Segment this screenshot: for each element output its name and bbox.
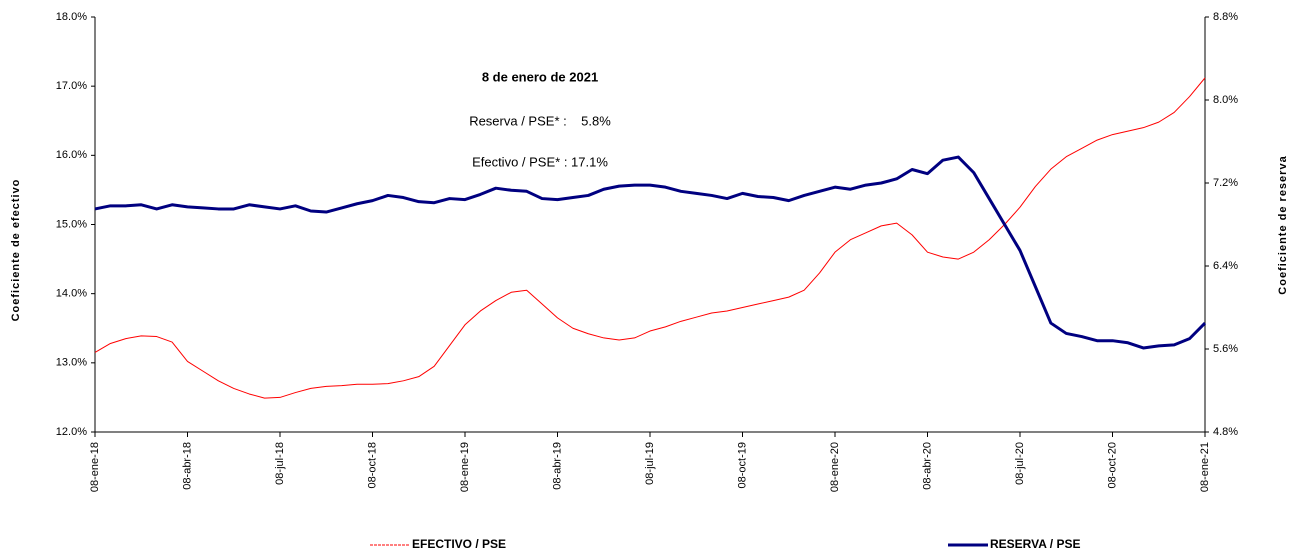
x-tick-label: 08-jul-18 <box>274 442 286 485</box>
annotation: Reserva / PSE* : 5.8% <box>469 113 611 128</box>
x-tick-label: 08-oct-20 <box>1106 442 1118 488</box>
y-tick-label: 18.0% <box>56 11 87 23</box>
x-tick-label: 08-oct-18 <box>366 442 378 488</box>
x-tick-label: 08-ene-18 <box>89 442 101 492</box>
x-tick-label: 08-abr-18 <box>181 442 193 490</box>
y2-tick-label: 4.8% <box>1213 426 1238 438</box>
x-tick-label: 08-jul-19 <box>644 442 656 485</box>
y2-tick-label: 5.6% <box>1213 343 1238 355</box>
x-tick-label: 08-oct-19 <box>736 442 748 488</box>
x-tick-label: 08-jul-20 <box>1014 442 1026 485</box>
y2-tick-label: 6.4% <box>1213 260 1238 272</box>
y-tick-label: 14.0% <box>56 288 87 300</box>
legend-label: RESERVA / PSE <box>990 537 1080 551</box>
y-tick-label: 17.0% <box>56 80 87 92</box>
series-line <box>94 155 1207 350</box>
y-tick-label: 15.0% <box>56 218 87 230</box>
y-tick-label: 16.0% <box>56 149 87 161</box>
x-tick-label: 08-ene-21 <box>1199 442 1211 492</box>
y-tick-label: 12.0% <box>56 426 87 438</box>
annotation: Efectivo / PSE* : 17.1% <box>472 154 608 169</box>
legend-label: EFECTIVO / PSE <box>412 537 506 551</box>
annotation: 8 de enero de 2021 <box>482 69 598 84</box>
x-tick-label: 08-abr-19 <box>551 442 563 490</box>
x-tick-label: 08-ene-20 <box>829 442 841 492</box>
y2-tick-label: 8.0% <box>1213 94 1238 106</box>
x-tick-label: 08-ene-19 <box>459 442 471 492</box>
series-line <box>94 77 1206 399</box>
y2-axis-label: Coeficiente de reserva <box>1277 155 1289 294</box>
y-tick-label: 13.0% <box>56 357 87 369</box>
y2-tick-label: 7.2% <box>1213 177 1238 189</box>
y2-tick-label: 8.8% <box>1213 11 1238 23</box>
y-axis-label: Coeficiente de efectivo <box>10 179 22 322</box>
x-tick-label: 08-abr-20 <box>921 442 933 490</box>
